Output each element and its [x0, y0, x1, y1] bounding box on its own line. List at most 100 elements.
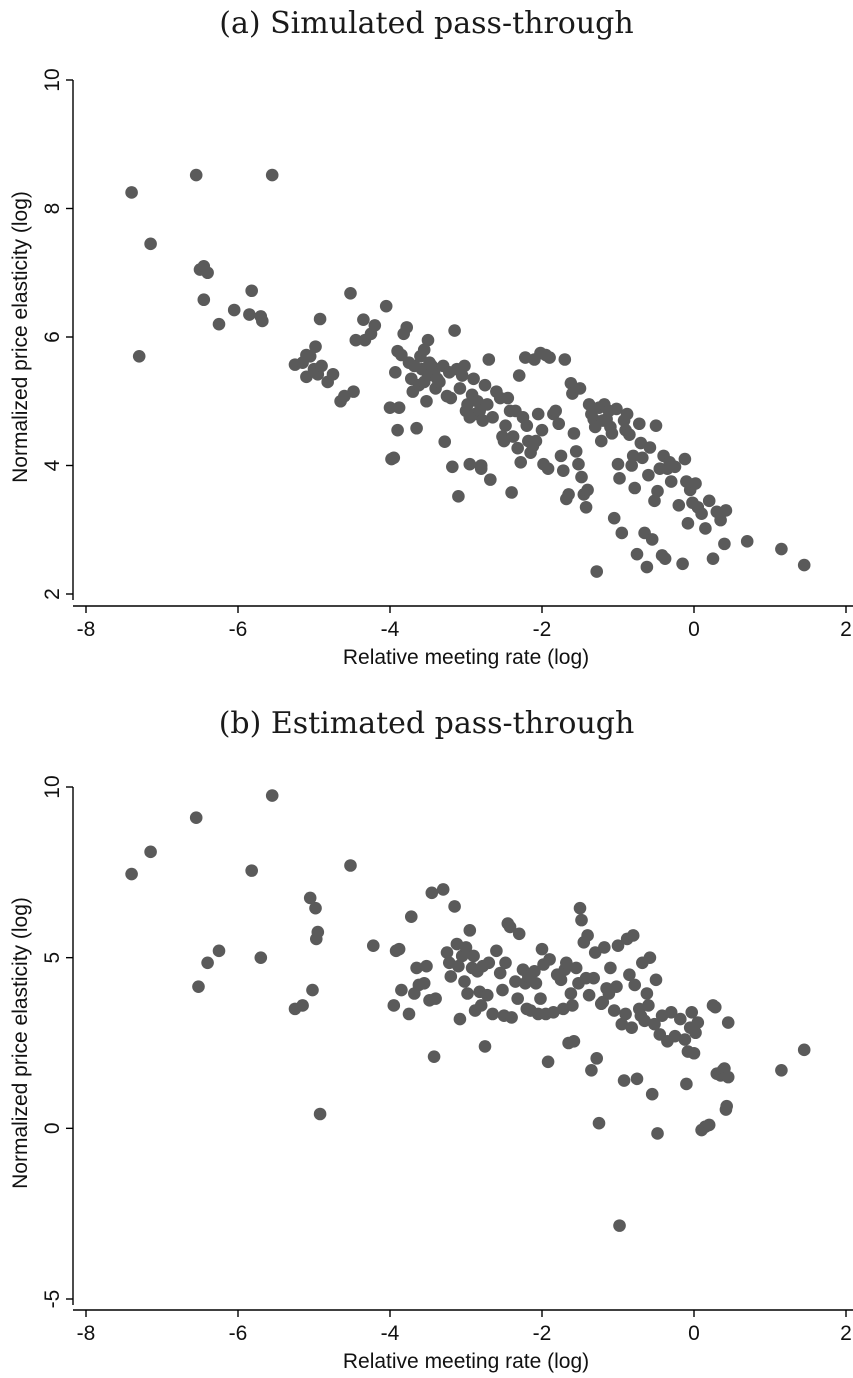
scatter-point — [459, 941, 473, 954]
scatter-point — [562, 488, 575, 501]
scatter-point — [474, 999, 488, 1012]
x-tick-label: -4 — [381, 1322, 400, 1345]
scatter-point — [395, 348, 408, 362]
scatter-point — [417, 976, 431, 990]
scatter-point — [604, 961, 617, 975]
scatter-point — [453, 382, 467, 395]
scatter-point — [420, 394, 433, 408]
scatter-point — [429, 992, 442, 1005]
scatter-point — [446, 460, 459, 474]
scatter-point — [607, 511, 621, 525]
scatter-point — [689, 477, 702, 490]
scatter-point — [645, 1087, 659, 1101]
scatter-point — [554, 973, 568, 987]
scatter-point — [572, 457, 585, 471]
scatter-point — [605, 427, 619, 440]
scatter-point — [265, 789, 279, 802]
scatter-point — [664, 1005, 678, 1019]
scatter-point — [664, 475, 678, 488]
scatter-point — [505, 486, 518, 499]
scatter-point — [448, 900, 461, 913]
x-tick-label: 0 — [688, 1322, 700, 1345]
scatter-point — [632, 417, 646, 431]
scatter-point — [567, 1034, 581, 1048]
scatter-point — [144, 845, 157, 859]
scatter-point — [463, 924, 477, 937]
scatter-point — [505, 1011, 518, 1024]
scatter-point — [587, 971, 600, 985]
scatter-point — [410, 421, 423, 435]
scatter-point — [718, 537, 731, 551]
scatter-point — [638, 1014, 651, 1028]
scatter-point — [628, 978, 642, 992]
scatter-point — [691, 1016, 705, 1029]
chart-a: 2 4 6 8 10 -8 -6 -4 -2 0 2 Relative meeting rate (l… — [9, 68, 853, 669]
scatter-point — [440, 946, 454, 959]
scatter-point — [201, 266, 214, 280]
scatter-point — [303, 891, 317, 905]
scatter-point — [573, 382, 587, 395]
scatter-point — [797, 1043, 811, 1057]
scatter-point — [687, 1046, 701, 1060]
scatter-point — [461, 398, 474, 411]
scatter-point — [357, 313, 370, 326]
scatter-point — [189, 168, 203, 182]
x-tick-label: -2 — [533, 618, 552, 641]
scatter-point — [313, 1107, 327, 1121]
scatter-point — [444, 970, 458, 983]
scatter-point — [648, 1017, 661, 1031]
scatter-point — [387, 451, 401, 465]
scatter-point — [212, 944, 226, 958]
x-tick-label: -8 — [77, 618, 96, 641]
scatter-point — [514, 455, 528, 469]
scatter-point — [594, 434, 608, 448]
scatter-point — [681, 517, 695, 530]
scatter-point — [379, 299, 393, 313]
scatter-point — [547, 1005, 560, 1019]
scatter-point — [610, 402, 623, 416]
scatter-point — [366, 939, 380, 953]
scatter-point — [689, 1026, 702, 1040]
x-axis-label: Relative meeting rate (log) — [343, 1350, 589, 1373]
scatter-point — [676, 557, 689, 571]
scatter-point — [564, 987, 578, 1000]
scatter-point — [619, 1007, 632, 1021]
scatter-point — [636, 451, 649, 465]
scatter-point — [678, 1033, 692, 1046]
scatter-point — [402, 1007, 416, 1021]
scatter-point — [529, 434, 543, 448]
scatter-point — [303, 349, 317, 363]
scatter-point — [534, 992, 547, 1005]
scatter-point — [702, 1118, 716, 1132]
scatter-point — [581, 929, 594, 942]
scatter-point — [613, 472, 626, 485]
scatter-point — [433, 375, 446, 389]
scatter-point — [227, 303, 241, 317]
scatter-point — [265, 168, 279, 182]
scatter-point — [649, 419, 663, 432]
scatter-point — [643, 441, 657, 454]
scatter-point — [467, 949, 480, 963]
scatter-point — [529, 976, 543, 990]
scatter-point — [520, 419, 534, 432]
scatter-point — [579, 500, 593, 514]
scatter-point — [417, 343, 431, 357]
scatter-point — [775, 542, 788, 556]
scatter-point — [642, 999, 655, 1012]
scatter-point — [702, 494, 716, 508]
scatter-point — [552, 417, 566, 431]
scatter-point — [349, 333, 363, 347]
scatter-point — [344, 287, 357, 300]
scatter-point — [535, 942, 549, 956]
scatter-point — [554, 449, 568, 463]
scatter-point — [496, 983, 509, 997]
scatter-point — [455, 369, 469, 382]
scatter-point — [613, 1219, 626, 1232]
scatter-point — [296, 999, 309, 1012]
scatter-point — [549, 404, 562, 418]
scatter-point — [256, 314, 269, 328]
scatter-point — [678, 452, 692, 466]
y-axis-label: Normalized price elasticity (log) — [9, 191, 32, 483]
scatter-point — [212, 317, 226, 331]
scatter-point — [480, 398, 494, 411]
